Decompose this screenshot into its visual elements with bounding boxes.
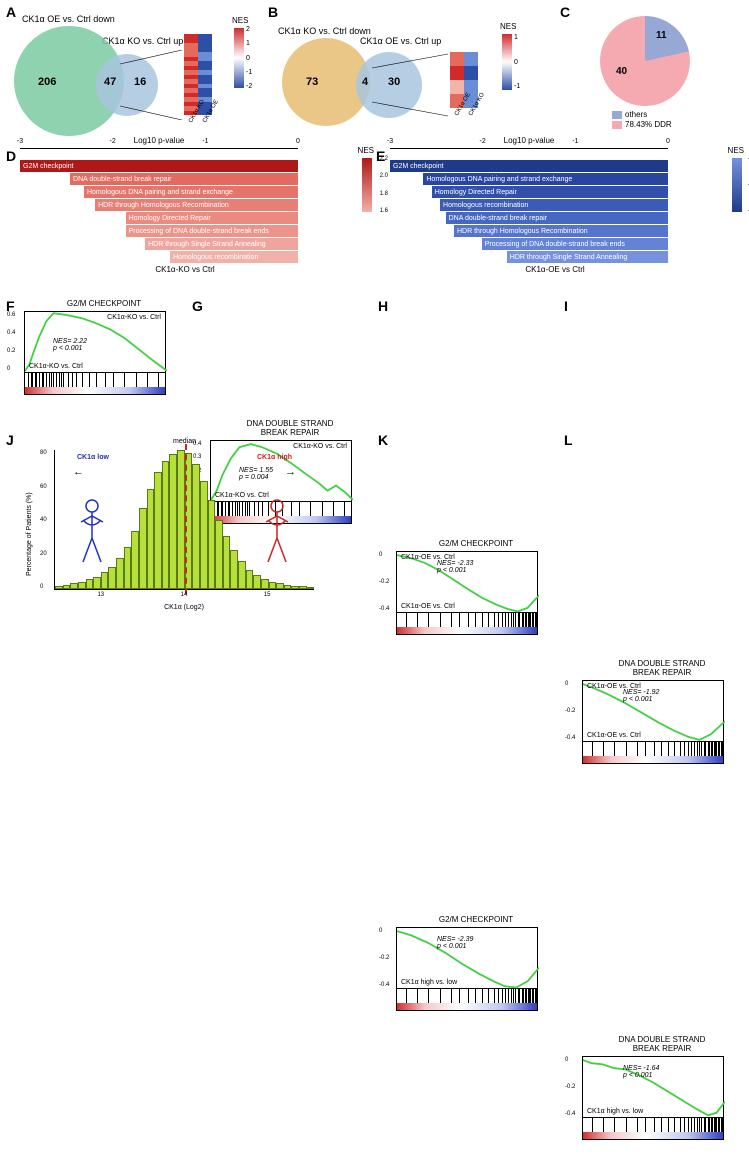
venn-a: CK1α OE vs. Ctrl down CK1α KO vs. Ctrl u… bbox=[14, 14, 264, 134]
panel-h: G2/M CHECKPOINT0-0.2-0.4CK1α-OE vs. Ctrl… bbox=[396, 540, 556, 660]
panel-label-e: E bbox=[376, 148, 385, 164]
nes-colorbar-d bbox=[362, 158, 372, 212]
legend-item-ddr: 78.43% DDR bbox=[612, 120, 672, 129]
venn-title-a-left: CK1α OE vs. Ctrl down bbox=[22, 14, 115, 24]
pie-chart: 11 40 others 78.43% DDR bbox=[576, 12, 736, 142]
legend-label-others: others bbox=[625, 110, 647, 119]
panel-c: 11 40 others 78.43% DDR bbox=[576, 12, 736, 142]
panel-label-g: G bbox=[192, 298, 203, 314]
legend-label-ddr: 78.43% DDR bbox=[625, 120, 672, 129]
median-line bbox=[185, 444, 187, 594]
venn-num-a-left: 206 bbox=[38, 76, 56, 88]
nes-label-d: NES bbox=[358, 146, 374, 155]
heatmap-b: CK1α OECK1α KO bbox=[450, 52, 478, 114]
nes-label-a: NES bbox=[232, 16, 248, 25]
bars-container-d: G2M checkpointDNA double-strand break re… bbox=[20, 160, 350, 263]
venn-num-b-left: 73 bbox=[306, 76, 318, 88]
panel-label-h: H bbox=[378, 298, 388, 314]
hist-plot: median CK1α low ← CK1α high → bbox=[54, 450, 314, 590]
high-label: CK1α high bbox=[257, 454, 292, 461]
venn-title-a-right: CK1α KO vs. Ctrl up bbox=[102, 36, 183, 46]
venn-num-b-int: 4 bbox=[362, 76, 368, 88]
bar-axis-d: -3-2-10 bbox=[20, 148, 298, 160]
panel-label-c: C bbox=[560, 4, 570, 20]
nes-ticks-d: 2.22.01.81.6 bbox=[380, 156, 388, 214]
hist-xlabel: CK1α (Log2) bbox=[54, 604, 314, 611]
venn-num-a-int: 47 bbox=[104, 76, 116, 88]
panel-j: Percentage of Patients (%) median CK1α l… bbox=[24, 436, 354, 626]
panel-f: G2/M CHECKPOINT0.60.40.20CK1α-KO vs. Ctr… bbox=[24, 300, 184, 420]
arrow-left-icon: ← bbox=[73, 466, 84, 478]
venn-title-b-left: CK1α KO vs. Ctrl down bbox=[278, 26, 371, 36]
panel-label-k: K bbox=[378, 432, 388, 448]
arrow-right-icon: → bbox=[285, 466, 296, 478]
axis-title-e: Log10 p-value bbox=[390, 136, 668, 145]
hist-yticks: 806040200 bbox=[40, 450, 47, 590]
legend-swatch-others bbox=[612, 111, 622, 119]
pie-slice-container bbox=[600, 16, 690, 106]
person-low-icon bbox=[73, 498, 111, 568]
nes-colorbar-a bbox=[234, 28, 244, 88]
venn-callout-b bbox=[372, 50, 452, 120]
heatmap-a: CK1α KOCK1α OE bbox=[184, 34, 212, 121]
caption-d: CK1α-KO vs Ctrl bbox=[20, 265, 350, 274]
panel-label-b: B bbox=[268, 4, 278, 20]
barpanel-e: -3-2-10 Log10 p-value G2M checkpointHomo… bbox=[390, 148, 720, 290]
hist-ylabel: Percentage of Patients (%) bbox=[26, 492, 33, 576]
panel-label-j: J bbox=[6, 432, 14, 448]
venn-b: CK1α KO vs. Ctrl down CK1α OE vs. Ctrl u… bbox=[278, 14, 538, 134]
nes-ticks-b: 10-1 bbox=[514, 34, 520, 90]
panel-label-l: L bbox=[564, 432, 573, 448]
nes-colorbar-e bbox=[732, 158, 742, 212]
nes-label-e: NES bbox=[728, 146, 744, 155]
caption-e: CK1α-OE vs Ctrl bbox=[390, 265, 720, 274]
bars-container-e: G2M checkpointHomologous DNA pairing and… bbox=[390, 160, 720, 263]
venn-callout-a bbox=[120, 50, 190, 120]
panel-label-d: D bbox=[6, 148, 16, 164]
panel-a: CK1α OE vs. Ctrl down CK1α KO vs. Ctrl u… bbox=[14, 14, 264, 134]
nes-colorbar-b bbox=[502, 34, 512, 90]
panel-d: -3-2-10 Log10 p-value G2M checkpointDNA … bbox=[20, 148, 350, 290]
low-label: CK1α low bbox=[77, 454, 109, 461]
nes-ticks-a: 210-1-2 bbox=[246, 26, 252, 90]
panel-label-i: I bbox=[564, 298, 568, 314]
person-high-icon bbox=[258, 498, 296, 568]
axis-title-d: Log10 p-value bbox=[20, 136, 298, 145]
panel-k: G2/M CHECKPOINT0-0.2-0.4NES= -2.39p < 0.… bbox=[396, 916, 556, 1036]
barpanel-d: -3-2-10 Log10 p-value G2M checkpointDNA … bbox=[20, 148, 350, 290]
panel-i: DNA DOUBLE STRANDBREAK REPAIR0-0.2-0.4CK… bbox=[582, 660, 742, 780]
panel-l: DNA DOUBLE STRANDBREAK REPAIR0-0.2-0.4NE… bbox=[582, 1036, 742, 1156]
bar-axis-e: -3-2-10 bbox=[390, 148, 668, 160]
nes-label-b: NES bbox=[500, 22, 516, 31]
median-label: median bbox=[173, 438, 196, 445]
pie-value-2: 40 bbox=[616, 66, 627, 77]
venn-title-b-right: CK1α OE vs. Ctrl up bbox=[360, 36, 441, 46]
pie-value-1: 11 bbox=[656, 30, 667, 41]
legend-item-others: others bbox=[612, 110, 672, 119]
legend-swatch-ddr bbox=[612, 121, 622, 129]
panel-e: -3-2-10 Log10 p-value G2M checkpointHomo… bbox=[390, 148, 720, 290]
panel-b: CK1α KO vs. Ctrl down CK1α OE vs. Ctrl u… bbox=[278, 14, 538, 134]
figure-root: A CK1α OE vs. Ctrl down CK1α KO vs. Ctrl… bbox=[0, 0, 749, 634]
histogram: Percentage of Patients (%) median CK1α l… bbox=[24, 436, 354, 626]
pie-legend: others 78.43% DDR bbox=[612, 110, 672, 130]
